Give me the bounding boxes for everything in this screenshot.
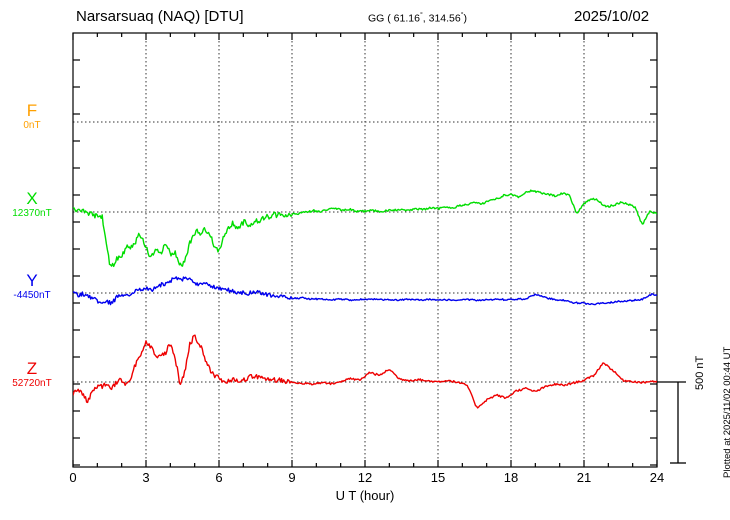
x-tick-label-9: 9 xyxy=(288,470,296,485)
plot-timestamp: Plotted at 2025/11/02 00:44 UT xyxy=(722,346,730,478)
gridlines xyxy=(73,33,657,467)
component-label-f: F 0nT xyxy=(0,102,68,132)
data-traces xyxy=(73,189,657,409)
x-tick-label-18: 18 xyxy=(503,470,519,485)
x-tick-label-21: 21 xyxy=(576,470,592,485)
scale-bar xyxy=(657,381,686,464)
scale-bar-label: 500 nT xyxy=(694,355,706,390)
component-baseline-y: -4450nT xyxy=(13,290,51,301)
component-label-z: Z 52720nT xyxy=(0,360,68,390)
station-title: Narsarsuaq (NAQ) [DTU] xyxy=(76,8,244,25)
geo-mid: , 314.56 xyxy=(422,12,461,25)
component-label-x: X 12370nT xyxy=(0,190,68,220)
x-axis-title: U T (hour) xyxy=(335,488,395,503)
x-tick-label-3: 3 xyxy=(142,470,150,485)
x-tick-label-12: 12 xyxy=(357,470,373,485)
x-tick-label-24: 24 xyxy=(649,470,665,485)
axis-ticks xyxy=(72,33,658,467)
geographic-coordinates: GG ( 61.16°, 314.56°) xyxy=(368,12,467,25)
component-letter-f: F xyxy=(26,101,38,120)
degree-sign-latitude: ° xyxy=(419,12,423,19)
component-letter-z: Z xyxy=(26,359,38,378)
x-tick-label-15: 15 xyxy=(430,470,446,485)
component-baseline-x: 12370nT xyxy=(12,208,52,219)
component-letter-x: X xyxy=(26,189,38,208)
geo-suffix: ) xyxy=(463,12,468,25)
degree-sign-longitude: ° xyxy=(460,12,464,19)
plot-frame xyxy=(72,32,658,468)
component-baseline-f: 0nT xyxy=(23,120,41,131)
x-tick-label-6: 6 xyxy=(215,470,223,485)
component-letter-y: Y xyxy=(26,271,38,290)
x-tick-label-0: 0 xyxy=(69,470,77,485)
plot-date: 2025/10/02 xyxy=(574,8,650,25)
component-label-y: Y -4450nT xyxy=(0,272,68,302)
geo-prefix: GG ( 61.16 xyxy=(368,12,420,25)
component-baseline-z: 52720nT xyxy=(12,378,52,389)
